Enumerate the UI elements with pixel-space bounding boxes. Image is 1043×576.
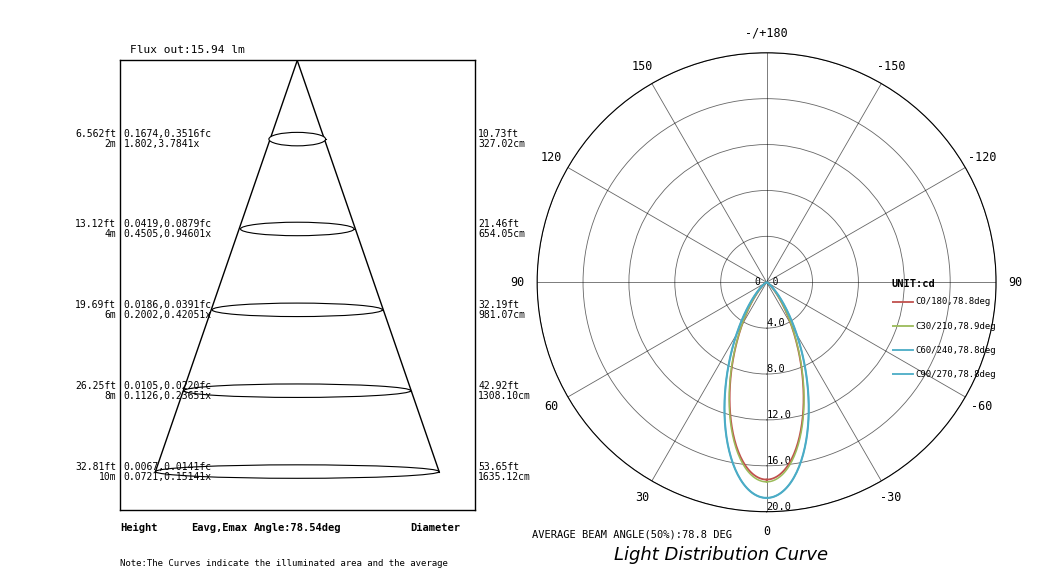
Text: 6.562ft: 6.562ft: [75, 129, 117, 139]
Text: 6m: 6m: [104, 310, 117, 320]
Text: 0.0067,0.0141fc: 0.0067,0.0141fc: [123, 461, 212, 472]
Ellipse shape: [269, 132, 325, 146]
Text: Note:The Curves indicate the illuminated area and the average: Note:The Curves indicate the illuminated…: [120, 559, 447, 568]
Text: 0.2002,0.42051x: 0.2002,0.42051x: [123, 310, 212, 320]
Text: 26.25ft: 26.25ft: [75, 381, 117, 391]
Text: C30/210,78.9deg: C30/210,78.9deg: [916, 321, 996, 331]
Text: 0.0721,0.15141x: 0.0721,0.15141x: [123, 472, 212, 482]
Text: Diameter: Diameter: [411, 523, 461, 533]
Text: 0.0105,0.0220fc: 0.0105,0.0220fc: [123, 381, 212, 391]
Text: 53.65ft: 53.65ft: [478, 461, 519, 472]
Text: Flux out:15.94 lm: Flux out:15.94 lm: [130, 45, 245, 55]
Text: 0.0186,0.0391fc: 0.0186,0.0391fc: [123, 300, 212, 310]
Text: 21.46ft: 21.46ft: [478, 219, 519, 229]
Text: 0.1126,0.23651x: 0.1126,0.23651x: [123, 391, 212, 401]
Text: 32.81ft: 32.81ft: [75, 461, 117, 472]
Ellipse shape: [212, 303, 383, 317]
Ellipse shape: [155, 465, 439, 478]
Text: 8m: 8m: [104, 391, 117, 401]
Text: 1.802,3.7841x: 1.802,3.7841x: [123, 139, 200, 149]
Text: 0.0419,0.0879fc: 0.0419,0.0879fc: [123, 219, 212, 229]
Text: 13.12ft: 13.12ft: [75, 219, 117, 229]
Text: 0  0: 0 0: [755, 277, 778, 287]
Text: C60/240,78.8deg: C60/240,78.8deg: [916, 346, 996, 355]
Text: AVERAGE BEAM ANGLE(50%):78.8 DEG: AVERAGE BEAM ANGLE(50%):78.8 DEG: [532, 530, 732, 540]
Text: 0.1674,0.3516fc: 0.1674,0.3516fc: [123, 129, 212, 139]
Text: 10m: 10m: [99, 472, 117, 482]
Text: 654.05cm: 654.05cm: [478, 229, 525, 239]
Text: C90/270,78.8deg: C90/270,78.8deg: [916, 370, 996, 379]
Text: Eavg,Emax: Eavg,Emax: [191, 523, 247, 533]
Text: 1308.10cm: 1308.10cm: [478, 391, 531, 401]
Text: 42.92ft: 42.92ft: [478, 381, 519, 391]
Text: 0.4505,0.94601x: 0.4505,0.94601x: [123, 229, 212, 239]
Text: 1635.12cm: 1635.12cm: [478, 472, 531, 482]
Text: Angle:78.54deg: Angle:78.54deg: [253, 523, 341, 533]
Text: 2m: 2m: [104, 139, 117, 149]
Text: 10.73ft: 10.73ft: [478, 129, 519, 139]
Text: UNIT:cd: UNIT:cd: [892, 279, 936, 289]
Text: C0/180,78.8deg: C0/180,78.8deg: [916, 297, 991, 306]
Text: 4m: 4m: [104, 229, 117, 239]
Text: Height: Height: [120, 523, 157, 533]
Ellipse shape: [184, 384, 411, 397]
Text: 981.07cm: 981.07cm: [478, 310, 525, 320]
Text: 32.19ft: 32.19ft: [478, 300, 519, 310]
Text: Light Distribution Curve: Light Distribution Curve: [613, 547, 828, 564]
Ellipse shape: [241, 222, 354, 236]
Text: 19.69ft: 19.69ft: [75, 300, 117, 310]
Text: 327.02cm: 327.02cm: [478, 139, 525, 149]
